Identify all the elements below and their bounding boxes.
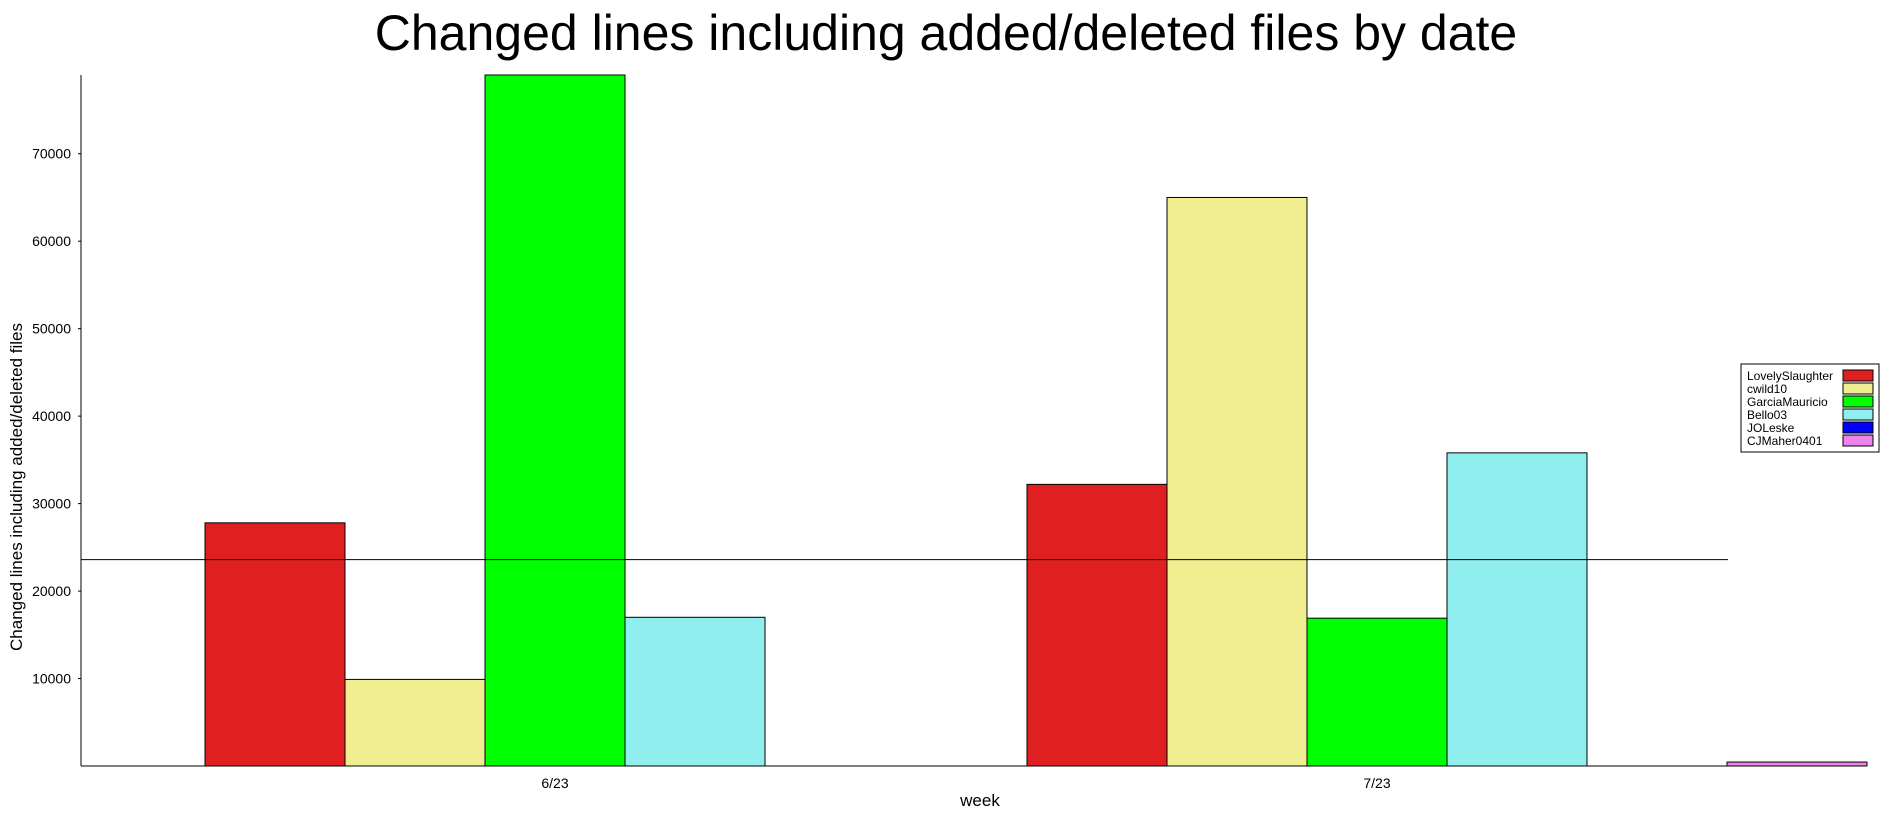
legend-label: JOLeske [1747,421,1795,435]
legend-swatch [1842,408,1874,421]
x-tick-label: 6/23 [541,775,568,791]
legend-label: CJMaher0401 [1747,434,1823,448]
bar-Bello03-7/23 [1446,452,1588,767]
x-axis-label: week [959,791,1000,810]
bar-Bello03-6/23 [624,616,766,767]
legend-swatch [1842,395,1874,408]
y-tick-label: 10000 [32,671,71,687]
legend-label: LovelySlaughter [1747,369,1833,383]
y-tick-label: 70000 [32,146,71,162]
bar-LovelySlaughter-7/23 [1026,483,1168,767]
y-tick-label: 50000 [32,321,71,337]
bars-group [204,74,1868,767]
x-ticks-group: 6/23 7/23 [541,775,1390,791]
bar-GarciaMauricio-7/23 [1306,617,1448,767]
y-tick-label: 40000 [32,408,71,424]
chart-title: Changed lines including added/deleted fi… [375,5,1518,61]
bar-cwild10-6/23 [344,678,486,767]
y-tick-label: 20000 [32,583,71,599]
legend-swatch [1842,421,1874,434]
bar-CJMaher0401-7/23 [1726,761,1868,767]
bar-LovelySlaughter-6/23 [204,522,346,767]
x-tick-label: 7/23 [1363,775,1390,791]
legend-swatch [1842,382,1874,395]
y-axis-label: Changed lines including added/deleted fi… [7,323,26,651]
legend-label: cwild10 [1747,382,1787,396]
y-ticks-group: 10000 20000 30000 40000 50000 60000 70000 [32,146,81,687]
legend-label: Bello03 [1747,408,1787,422]
y-tick-label: 60000 [32,233,71,249]
legend-label: GarciaMauricio [1747,395,1828,409]
legend-swatch [1842,369,1874,382]
legend-swatch [1842,434,1874,447]
axes-group [80,75,1728,767]
bar-cwild10-7/23 [1166,196,1308,767]
legend: LovelySlaughtercwild10GarciaMauricioBell… [1740,363,1880,453]
y-tick-label: 30000 [32,496,71,512]
bar-GarciaMauricio-6/23 [484,74,626,767]
